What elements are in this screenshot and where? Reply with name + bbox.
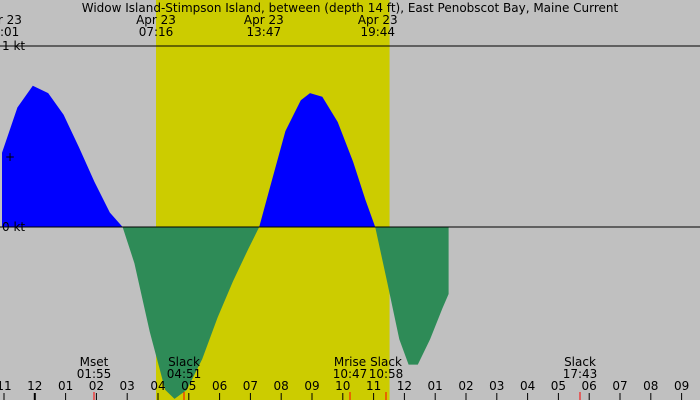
top-event-time: 07:16 <box>139 25 174 39</box>
top-event-time: 01:01 <box>0 25 19 39</box>
x-tick-label: 06 <box>212 379 227 393</box>
x-tick-label: 03 <box>489 379 504 393</box>
y-tick-half: + <box>5 150 15 164</box>
x-tick-label: 09 <box>304 379 319 393</box>
x-tick-label: 01 <box>58 379 73 393</box>
x-tick-label: 01 <box>428 379 443 393</box>
x-tick-label: 11 <box>366 379 381 393</box>
x-tick-label: 06 <box>582 379 597 393</box>
y-tick-0kt: 0 kt <box>2 220 25 234</box>
x-tick-label: 12 <box>27 379 42 393</box>
x-tick-label: 05 <box>551 379 566 393</box>
x-tick-label: 08 <box>643 379 658 393</box>
x-tick-label: 12 <box>397 379 412 393</box>
x-tick-label: 03 <box>120 379 135 393</box>
top-event-time: 19:44 <box>360 25 395 39</box>
x-tick-label: 05 <box>181 379 196 393</box>
x-tick-label: 02 <box>458 379 473 393</box>
x-tick-label: 07 <box>612 379 627 393</box>
x-tick-label: 02 <box>89 379 104 393</box>
x-tick-label: 09 <box>674 379 689 393</box>
top-event-time: 13:47 <box>247 25 282 39</box>
x-tick-label: 04 <box>150 379 165 393</box>
x-tick-label: 10 <box>335 379 350 393</box>
x-tick-label: 07 <box>243 379 258 393</box>
x-tick-label: 08 <box>274 379 289 393</box>
y-tick-1kt: 1 kt <box>2 39 25 53</box>
x-tick-label: 04 <box>520 379 535 393</box>
x-tick-label: 11 <box>0 379 12 393</box>
